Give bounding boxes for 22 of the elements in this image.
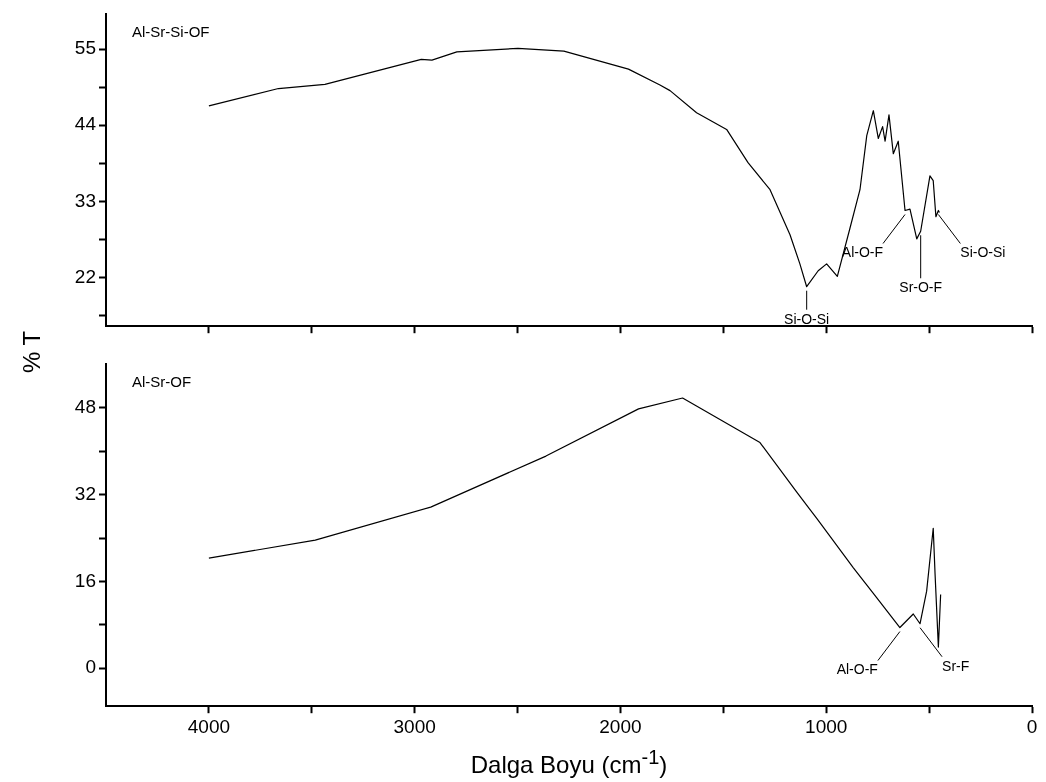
x-axis-title: Dalga Boyu (cm$^{-1}$)	[470, 745, 668, 779]
annotation: Si-O-Si	[784, 310, 830, 327]
y-tick-label: 32	[74, 482, 96, 504]
y-tick-label: 0	[85, 656, 96, 678]
text: Al-Sr-Si-OF	[132, 22, 210, 40]
y-tick-label: 16	[74, 569, 96, 591]
annotation: Al-O-F	[836, 661, 878, 678]
y-tick-label: 22	[74, 265, 96, 287]
text: Al-Sr-OF	[132, 372, 192, 390]
annotation: Sr-O-F	[899, 279, 943, 296]
y-tick-label: 55	[74, 37, 96, 59]
x-tick-label: 1000	[805, 715, 848, 737]
y-tick-label: 44	[74, 113, 97, 135]
x-tick-label: 4000	[187, 715, 231, 737]
y-axis-title: % T	[18, 330, 46, 374]
x-tick-label: 0	[1026, 715, 1038, 737]
annotation: Sr-F	[942, 657, 970, 674]
annotation: Si-O-Si	[960, 244, 1006, 261]
x-tick-label: 3000	[393, 715, 436, 737]
y-tick-label: 48	[74, 396, 96, 418]
x-tick-label: 2000	[599, 715, 642, 737]
y-tick-label: 33	[74, 189, 96, 211]
